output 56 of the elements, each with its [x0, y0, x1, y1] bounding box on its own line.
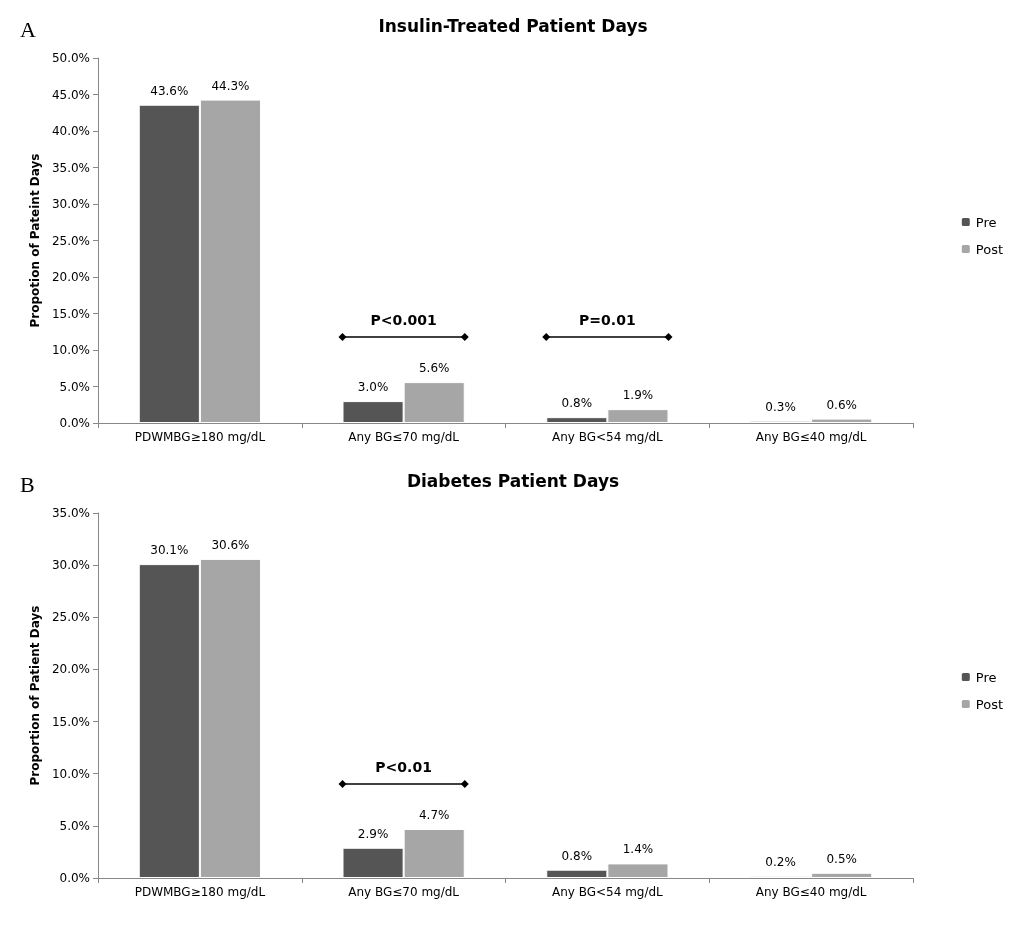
y-tick-label: 45.0% [51, 87, 90, 102]
chart-title: Insulin-Treated Patient Days [378, 15, 648, 36]
data-label: 0.3% [765, 399, 796, 414]
x-tick-label: Any BG<54 mg/dL [551, 430, 664, 444]
y-tick-label: 20.0% [51, 270, 90, 284]
y-tick-label: 40.0% [51, 124, 90, 138]
data-label: 30.6% [211, 537, 250, 552]
y-tick-label: 50.0% [51, 51, 90, 65]
legend-label: Post [975, 696, 1003, 712]
y-tick-label: 20.0% [51, 662, 90, 677]
y-tick-label: 35.0% [51, 506, 90, 520]
annotation: P<0.001 [370, 312, 437, 329]
y-axis-title: Propotion of Pateint Days [27, 153, 42, 328]
x-tick-label: PDWMBG≥180 mg/dL [134, 885, 266, 899]
data-label: 2.9% [357, 826, 389, 841]
y-tick-label: 25.0% [51, 610, 90, 625]
legend-label: Pre [975, 214, 997, 230]
y-tick-label: 15.0% [51, 306, 90, 321]
data-label: 44.3% [211, 78, 250, 93]
y-tick-label: 25.0% [51, 233, 90, 248]
data-label: 1.4% [622, 842, 654, 857]
chart-title: Diabetes Patient Days [406, 470, 620, 491]
x-tick-label: Any BG≤70 mg/dL [348, 885, 460, 899]
y-tick-label: 35.0% [51, 160, 90, 175]
y-tick-label: 5.0% [59, 379, 90, 394]
data-label: 0.5% [826, 851, 857, 866]
x-tick-label: Any BG≤40 mg/dL [755, 885, 867, 899]
x-tick-label: Any BG<54 mg/dL [551, 885, 664, 899]
y-tick-label: 10.0% [51, 766, 90, 781]
y-tick-label: 15.0% [51, 714, 90, 729]
y-tick-label: 0.0% [59, 871, 90, 885]
data-label: 30.1% [150, 543, 189, 558]
text: B [20, 471, 35, 497]
text: A [20, 16, 36, 42]
y-axis-title: Proportion of Patient Days [27, 605, 42, 786]
legend-label: Post [975, 241, 1003, 257]
y-tick-label: 0.0% [59, 416, 90, 430]
data-label: 43.6% [150, 83, 189, 98]
data-label: 0.6% [826, 397, 857, 412]
x-tick-label: Any BG≤40 mg/dL [755, 430, 867, 444]
data-label: 4.7% [418, 807, 450, 822]
data-label: 0.2% [765, 854, 796, 869]
data-label: 3.0% [357, 380, 389, 395]
x-tick-label: Any BG≤70 mg/dL [348, 430, 460, 444]
y-tick-label: 30.0% [51, 197, 90, 211]
data-label: 0.8% [561, 848, 593, 863]
data-label: 1.9% [622, 388, 654, 403]
y-tick-label: 30.0% [51, 558, 90, 573]
annotation: P<0.01 [375, 758, 432, 775]
annotation: P=0.01 [579, 312, 636, 329]
x-tick-label: PDWMBG≥180 mg/dL [134, 430, 266, 444]
y-tick-label: 5.0% [59, 818, 90, 833]
data-label: 5.6% [418, 361, 450, 376]
data-label: 0.8% [561, 396, 593, 411]
legend-label: Pre [975, 669, 997, 685]
y-tick-label: 10.0% [51, 343, 90, 357]
